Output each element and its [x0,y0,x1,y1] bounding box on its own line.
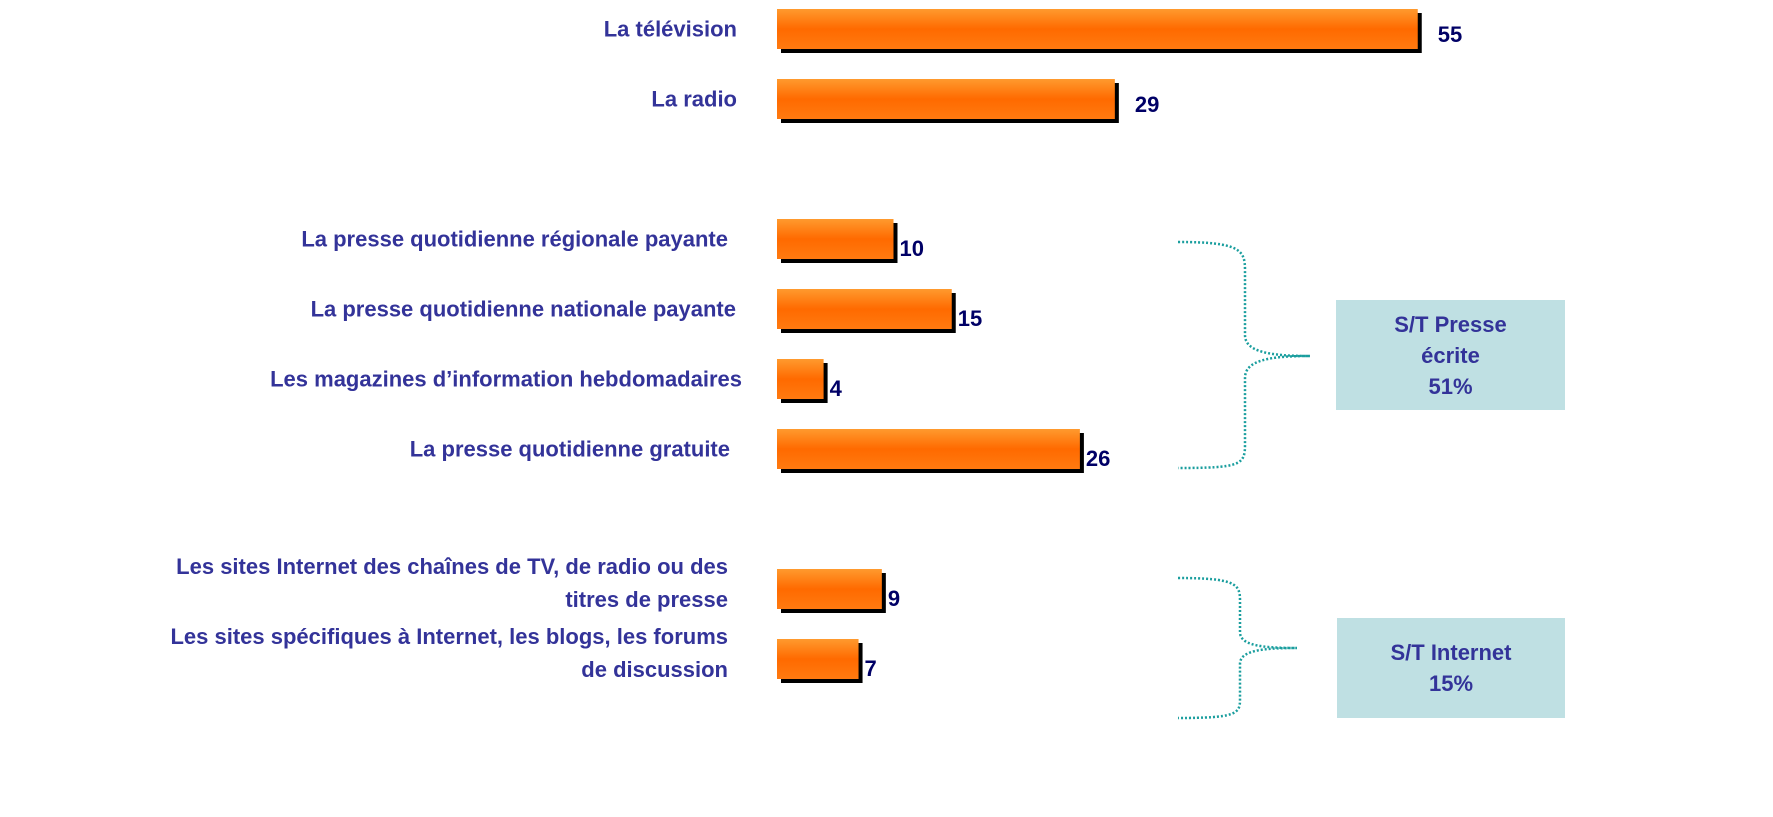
category-label: La radio [651,86,737,112]
category-label: La télévision [603,16,737,42]
value-label: 29 [1134,92,1160,117]
annotation-box: S/T Internet 15% [1337,618,1565,718]
value-label: 7 [864,656,877,681]
bar [777,359,824,399]
value-label: 4 [829,376,842,401]
value-label: 9 [887,586,901,611]
category-label: La presse quotidienne régionale payante [301,226,728,252]
bar [777,9,1418,49]
category-label: La presse quotidienne nationale payante [310,296,736,322]
value-label: 15 [957,306,983,331]
bar [777,289,952,329]
bar [777,639,859,679]
annotation-box: S/T Presse écrite 51% [1336,300,1565,410]
category-label: Les magazines d’information hebdomadaire… [270,366,742,392]
bar [777,79,1115,119]
bar [777,569,882,609]
category-label: La presse quotidienne gratuite [409,436,730,462]
value-label: 55 [1437,22,1463,47]
brace [1177,576,1298,720]
category-label: Les sites Internet des chaînes de TV, de… [176,554,728,612]
bar [777,219,894,259]
brace [1177,240,1311,470]
category-label: Les sites spécifiques à Internet, les bl… [170,624,728,682]
value-label: 26 [1085,446,1111,471]
value-label: 10 [899,236,924,261]
bar [777,429,1080,469]
